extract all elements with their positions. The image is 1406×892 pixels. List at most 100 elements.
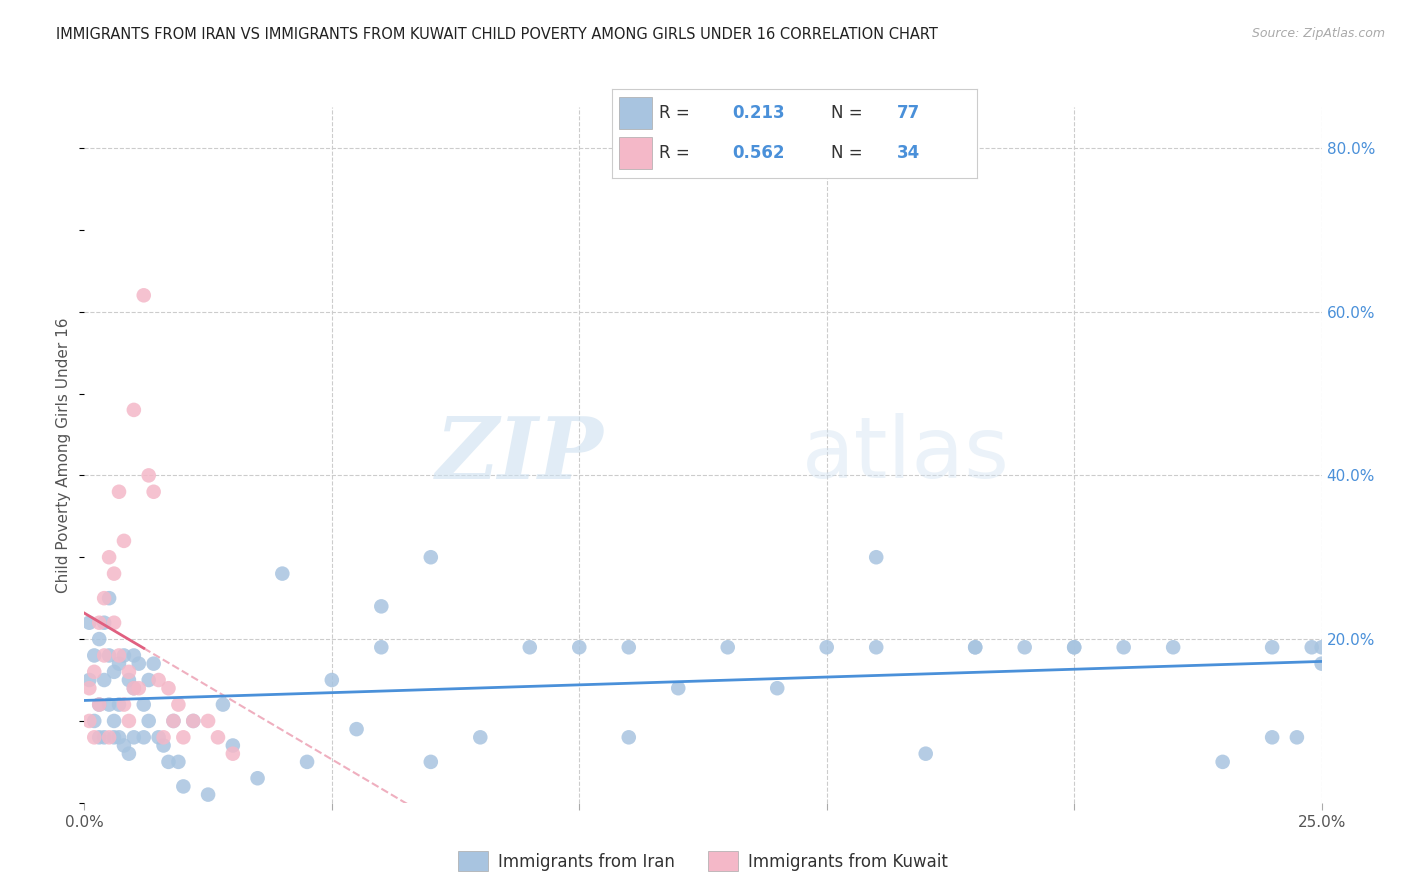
Point [172,731,194,745]
Point [122,681,145,696]
Point [666,681,689,696]
Point [128,657,150,671]
Point [617,640,640,655]
Text: Source: ZipAtlas.com: Source: ZipAtlas.com [1251,27,1385,40]
Point [1063,640,1085,655]
Point [370,599,392,614]
Point [83,665,105,679]
Point [89,632,111,646]
Text: R =: R = [659,104,695,122]
Point [89,731,111,745]
Point [419,755,441,769]
Point [122,731,145,745]
Point [1212,755,1234,769]
Point [118,747,141,761]
Text: 0.213: 0.213 [733,104,785,122]
Point [162,714,184,728]
Point [346,722,368,736]
Point [93,673,115,687]
Point [162,714,184,728]
Point [83,648,105,663]
Point [83,714,105,728]
Point [148,673,170,687]
Text: R =: R = [659,145,695,162]
Point [207,731,229,745]
Point [222,739,245,753]
Point [79,714,101,728]
Point [271,566,294,581]
Point [1161,640,1184,655]
Point [98,698,121,712]
Point [132,731,155,745]
Point [470,731,492,745]
Point [766,681,789,696]
Point [122,403,145,417]
Point [222,747,245,761]
Point [112,648,135,663]
Point [138,468,160,483]
Point [103,665,125,679]
Point [172,780,194,794]
Point [1301,640,1323,655]
Text: IMMIGRANTS FROM IRAN VS IMMIGRANTS FROM KUWAIT CHILD POVERTY AMONG GIRLS UNDER 1: IMMIGRANTS FROM IRAN VS IMMIGRANTS FROM … [56,27,938,42]
Point [112,698,135,712]
Point [83,731,105,745]
Point [1014,640,1036,655]
Point [122,648,145,663]
Point [112,533,135,548]
Legend: Immigrants from Iran, Immigrants from Kuwait: Immigrants from Iran, Immigrants from Ku… [451,845,955,878]
Point [181,714,204,728]
Point [181,714,204,728]
Point [246,771,269,785]
Point [321,673,343,687]
Point [965,640,987,655]
Point [103,566,125,581]
Point [152,731,174,745]
Point [965,640,987,655]
Text: ZIP: ZIP [436,413,605,497]
Point [212,698,235,712]
Point [93,615,115,630]
Point [122,681,145,696]
Text: atlas: atlas [801,413,1010,497]
Point [1063,640,1085,655]
Point [89,615,111,630]
Point [98,648,121,663]
Point [108,648,131,663]
Point [103,714,125,728]
Bar [619,97,652,129]
Point [1285,731,1308,745]
Text: N =: N = [831,104,868,122]
Point [142,657,165,671]
Point [89,698,111,712]
Point [197,788,219,802]
Text: 77: 77 [897,104,920,122]
Point [717,640,740,655]
Point [1310,640,1333,655]
Point [197,714,219,728]
Point [112,739,135,753]
Point [98,550,121,565]
Point [79,673,101,687]
Point [865,640,887,655]
Point [568,640,591,655]
Point [142,484,165,499]
Point [167,755,190,769]
Point [79,615,101,630]
Point [108,731,131,745]
Text: 0.562: 0.562 [733,145,785,162]
Point [815,640,838,655]
Point [118,673,141,687]
Point [128,681,150,696]
Point [152,739,174,753]
Point [138,714,160,728]
Point [295,755,318,769]
Point [108,657,131,671]
Point [93,591,115,606]
Point [157,681,180,696]
Point [865,550,887,565]
Point [98,591,121,606]
Point [93,731,115,745]
Point [157,755,180,769]
Text: 34: 34 [897,145,920,162]
